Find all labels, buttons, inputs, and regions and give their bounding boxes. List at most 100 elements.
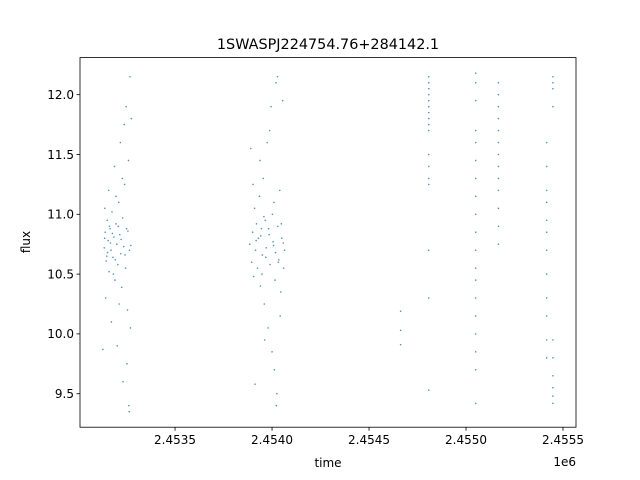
data-point [102, 348, 104, 351]
data-point [249, 147, 252, 150]
data-point [117, 263, 119, 266]
data-point [268, 233, 270, 236]
y-tick-label: 10.0 [47, 327, 74, 341]
data-point [111, 232, 114, 235]
data-point [118, 303, 120, 305]
data-point [552, 386, 554, 389]
data-point [115, 195, 117, 198]
data-point [123, 183, 126, 186]
data-point [545, 165, 548, 168]
data-point [130, 244, 132, 247]
data-point [274, 279, 276, 281]
data-point [257, 237, 260, 240]
data-point [497, 129, 500, 132]
data-point [270, 105, 272, 108]
data-point [279, 189, 281, 192]
data-point [545, 315, 548, 317]
data-point [545, 231, 548, 234]
data-point [115, 223, 117, 225]
data-point [263, 215, 265, 218]
x-axis-ticks: 2.4535 2.4540 2.4545 2.4550 2.4555 [154, 427, 584, 447]
data-point [255, 223, 258, 225]
data-point [474, 297, 477, 299]
data-point [279, 291, 282, 293]
data-point [474, 231, 477, 234]
data-point [107, 189, 110, 192]
data-point [552, 105, 554, 108]
data-point [497, 243, 500, 245]
data-point [474, 315, 477, 317]
data-point [265, 246, 268, 249]
data-point [110, 321, 113, 323]
data-point [252, 275, 255, 278]
data-point [474, 333, 477, 335]
data-point [113, 236, 115, 238]
data-point [474, 72, 477, 74]
data-point [104, 231, 107, 234]
data-points [102, 72, 554, 413]
data-point [128, 410, 131, 413]
data-point [254, 383, 256, 385]
data-point [497, 165, 500, 168]
data-point [474, 249, 477, 251]
data-point [427, 129, 430, 132]
data-point [116, 243, 118, 245]
data-point [104, 207, 106, 210]
data-point [552, 75, 554, 78]
data-point [474, 279, 477, 281]
data-point [276, 392, 278, 395]
data-point [248, 243, 251, 245]
data-point [106, 251, 109, 254]
data-point [552, 357, 554, 359]
data-point [427, 99, 430, 102]
data-point [280, 223, 283, 225]
data-point [272, 244, 275, 247]
data-point [124, 267, 127, 269]
data-point [545, 249, 548, 251]
data-point [113, 165, 116, 168]
y-axis-ticks: 9.5 10.0 10.5 11.0 11.5 12.0 [47, 88, 80, 401]
data-point [261, 273, 263, 275]
x-tick-label: 2.4555 [542, 433, 584, 447]
data-point [277, 225, 279, 228]
data-point [124, 254, 126, 256]
data-point [125, 105, 127, 108]
data-point [114, 279, 116, 281]
y-tick-label: 10.5 [47, 267, 74, 281]
data-point [282, 242, 285, 244]
data-point [274, 251, 277, 254]
data-point [109, 227, 111, 230]
data-point [130, 117, 133, 120]
data-point [474, 129, 477, 132]
data-point [552, 374, 554, 377]
x-tick-label: 2.4545 [348, 433, 390, 447]
data-point [427, 93, 430, 96]
x-tick-label: 2.4550 [445, 433, 487, 447]
data-point [126, 363, 128, 365]
data-point [267, 327, 269, 329]
data-point [497, 93, 500, 96]
data-point [259, 159, 261, 162]
data-point [265, 256, 267, 259]
data-point [552, 395, 554, 397]
data-point [119, 252, 122, 255]
data-point [427, 249, 430, 251]
data-point [474, 141, 477, 144]
data-point [427, 177, 430, 180]
data-point [545, 357, 548, 359]
data-point [259, 285, 262, 287]
data-point [106, 219, 108, 222]
data-point [127, 230, 129, 232]
x-axis-label: time [314, 456, 341, 470]
y-tick-label: 9.5 [55, 387, 74, 401]
data-point [271, 213, 274, 216]
data-point [253, 207, 256, 210]
y-tick-label: 12.0 [47, 88, 74, 102]
data-point [545, 273, 548, 275]
data-point [552, 339, 554, 341]
chart-title: 1SWASPJ224754.76+284142.1 [217, 37, 439, 53]
data-point [276, 75, 279, 78]
data-point [497, 177, 500, 180]
data-point [112, 273, 115, 275]
